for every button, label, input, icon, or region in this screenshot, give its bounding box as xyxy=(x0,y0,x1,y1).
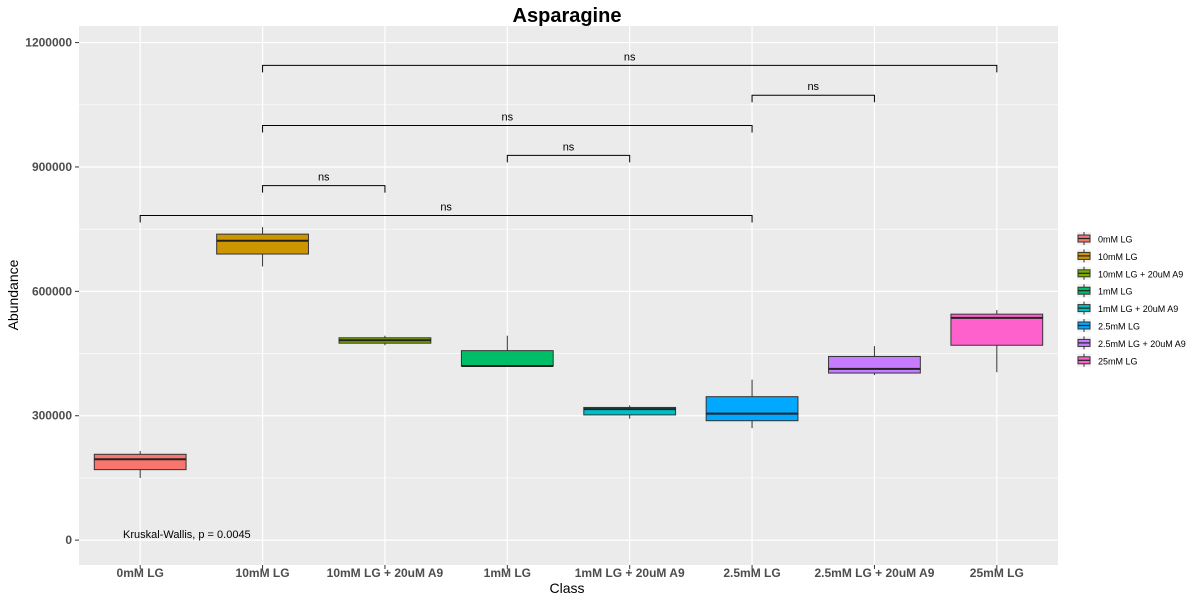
x-tick-label: 25mM LG xyxy=(970,566,1024,580)
legend-item: 0mM LG xyxy=(1077,232,1133,245)
box-iqr xyxy=(460,350,554,367)
bracket-line xyxy=(139,214,753,223)
x-tick-label: 2.5mM LG xyxy=(723,566,780,580)
panel-background xyxy=(79,26,1058,565)
comparison-bracket: ns xyxy=(751,81,875,103)
x-tick-label: 0mM LG xyxy=(117,566,164,580)
box-2-5mm-lg-20um-a9 xyxy=(828,346,921,376)
bracket-line xyxy=(262,64,998,73)
box-10mm-lg-20um-a9 xyxy=(338,335,432,346)
box-layer xyxy=(93,227,1044,478)
legend-label: 10mM LG xyxy=(1098,252,1138,262)
comparison-bracket: ns xyxy=(506,141,631,163)
minor-gridlines xyxy=(79,104,1058,479)
box-iqr xyxy=(950,313,1044,346)
comparison-bracket: ns xyxy=(262,51,998,73)
kruskal-wallis-annotation: Kruskal-Wallis, p = 0.0045 xyxy=(123,529,251,541)
x-tick-label: 1mM LG xyxy=(484,566,531,580)
legend-item: 10mM LG xyxy=(1077,249,1138,263)
legend-label: 0mM LG xyxy=(1098,235,1133,245)
y-axis-title: Abundance xyxy=(5,259,21,330)
significance-label: ns xyxy=(807,81,819,93)
major-gridlines xyxy=(79,26,1058,565)
comparison-bracket: ns xyxy=(262,112,753,133)
x-axis: 0mM LG 10mM LG 10mM LG + 20uM A9 1mM LG 1mM … xyxy=(117,565,1024,580)
y-axis: 0 300000 600000 900000 1200000 xyxy=(25,36,79,547)
x-tick-label: 2.5mM LG + 20uM A9 xyxy=(814,566,934,580)
x-axis-title: Class xyxy=(549,580,584,596)
significance-label: ns xyxy=(440,201,452,213)
significance-label: ns xyxy=(624,51,636,63)
y-tick-label: 600000 xyxy=(32,284,72,298)
significance-label: ns xyxy=(563,141,575,153)
x-tick-label: 10mM LG + 20uM A9 xyxy=(327,566,444,580)
significance-label: ns xyxy=(318,172,330,184)
legend-item: 25mM LG xyxy=(1077,353,1138,367)
legend-item: 2.5mM LG + 20uM A9 xyxy=(1077,336,1186,350)
legend-label: 2.5mM LG xyxy=(1098,322,1140,332)
legend-label: 2.5mM LG + 20uM A9 xyxy=(1098,339,1186,349)
bracket-line xyxy=(751,94,875,103)
box-iqr xyxy=(705,396,799,422)
legend: 0mM LG 10mM LG 10mM LG + 20uM A9 1mM LG 1mM … xyxy=(1077,232,1186,367)
comparison-bracket: ns xyxy=(139,201,753,223)
comparison-bracket: ns xyxy=(262,172,386,193)
box-1mm-lg-20um-a9 xyxy=(583,405,677,419)
box-iqr xyxy=(216,233,309,255)
y-tick-label: 1200000 xyxy=(25,36,72,50)
x-tick-label: 1mM LG + 20uM A9 xyxy=(575,566,685,580)
legend-label: 10mM LG + 20uM A9 xyxy=(1098,269,1183,279)
legend-label: 25mM LG xyxy=(1098,356,1138,366)
legend-item: 2.5mM LG xyxy=(1077,319,1140,332)
bracket-line xyxy=(262,125,753,133)
box-iqr xyxy=(93,453,187,471)
legend-item: 1mM LG + 20uM A9 xyxy=(1077,301,1178,315)
bracket-line xyxy=(506,154,631,163)
box-25mm-lg xyxy=(950,310,1044,373)
chart-title: Asparagine xyxy=(513,5,622,27)
legend-label: 1mM LG xyxy=(1098,287,1133,297)
box-iqr xyxy=(583,406,677,416)
y-tick-label: 0 xyxy=(65,533,72,547)
x-tick-label: 10mM LG xyxy=(236,566,290,580)
y-tick-label: 900000 xyxy=(32,160,72,174)
legend-item: 10mM LG + 20uM A9 xyxy=(1077,266,1183,280)
box-1mm-lg xyxy=(460,335,554,367)
box-0mm-lg xyxy=(93,450,187,478)
box-iqr xyxy=(828,355,921,374)
legend-label: 1mM LG + 20uM A9 xyxy=(1098,304,1178,314)
comparison-layer: ns ns ns ns ns ns xyxy=(139,51,998,223)
y-tick-label: 300000 xyxy=(32,409,72,423)
box-10mm-lg xyxy=(216,227,309,267)
box-2-5mm-lg xyxy=(705,379,799,429)
legend-item: 1mM LG xyxy=(1077,284,1133,298)
bracket-line xyxy=(262,185,386,193)
significance-label: ns xyxy=(502,112,514,124)
